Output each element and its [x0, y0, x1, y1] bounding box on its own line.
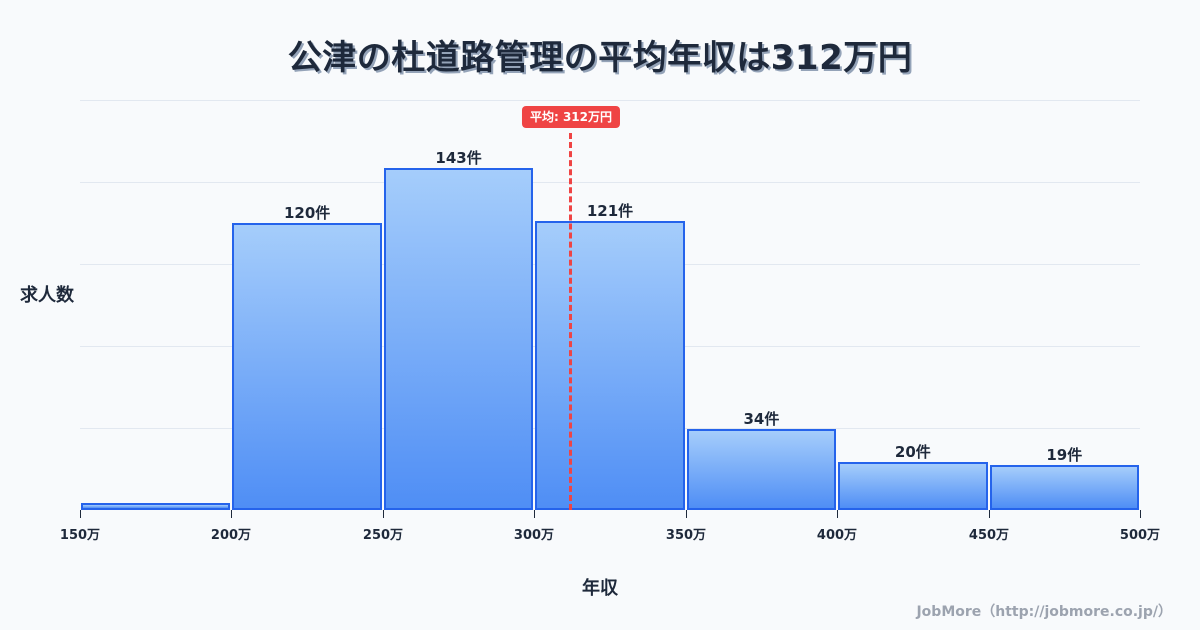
bar-value-label: 143件: [435, 149, 482, 167]
plot-area: 120件 143件 121件 34件 20件 19件: [80, 100, 1140, 510]
mean-line: [569, 133, 572, 510]
x-tick-label: 300万: [513, 528, 555, 543]
x-tick-mark: [837, 510, 838, 518]
mean-badge: 平均: 312万円: [521, 106, 621, 128]
bar-value-label: 19件: [1046, 446, 1083, 464]
footer-credit: JobMore（http://jobmore.co.jp/）: [916, 604, 1172, 620]
bar-value-label: 120件: [283, 204, 331, 222]
x-tick-label: 250万: [362, 528, 404, 543]
x-tick-label: 350万: [665, 528, 707, 543]
x-tick-mark: [1140, 510, 1141, 518]
histogram-bar: [383, 168, 534, 510]
x-tick-mark: [80, 510, 81, 518]
histogram-bar: [686, 429, 837, 510]
x-tick-label: 150万: [59, 528, 101, 543]
bar-value-label: 34件: [743, 410, 780, 428]
y-axis-label: 求人数: [20, 285, 74, 306]
x-tick-label: 500万: [1119, 528, 1161, 543]
x-tick-mark: [534, 510, 535, 518]
x-tick-label: 400万: [816, 528, 858, 543]
x-tick-mark: [383, 510, 384, 518]
histogram-bar: [989, 465, 1139, 510]
histogram-bar: [232, 223, 382, 510]
bar-value-label: 20件: [894, 443, 931, 461]
chart-title: 公津の杜道路管理の平均年収は312万円: [287, 38, 913, 78]
histogram-bar: [81, 503, 231, 510]
x-tick-mark: [231, 510, 232, 518]
histogram-bar: [838, 462, 988, 510]
x-tick-mark: [686, 510, 687, 518]
x-axis-label: 年収: [582, 578, 618, 599]
bar-value-label: 121件: [586, 202, 634, 220]
gridline: [80, 182, 1140, 183]
gridline: [80, 100, 1140, 101]
x-tick-label: 200万: [210, 528, 252, 543]
x-tick-mark: [989, 510, 990, 518]
histogram-bar: [535, 221, 685, 510]
x-tick-label: 450万: [968, 528, 1010, 543]
